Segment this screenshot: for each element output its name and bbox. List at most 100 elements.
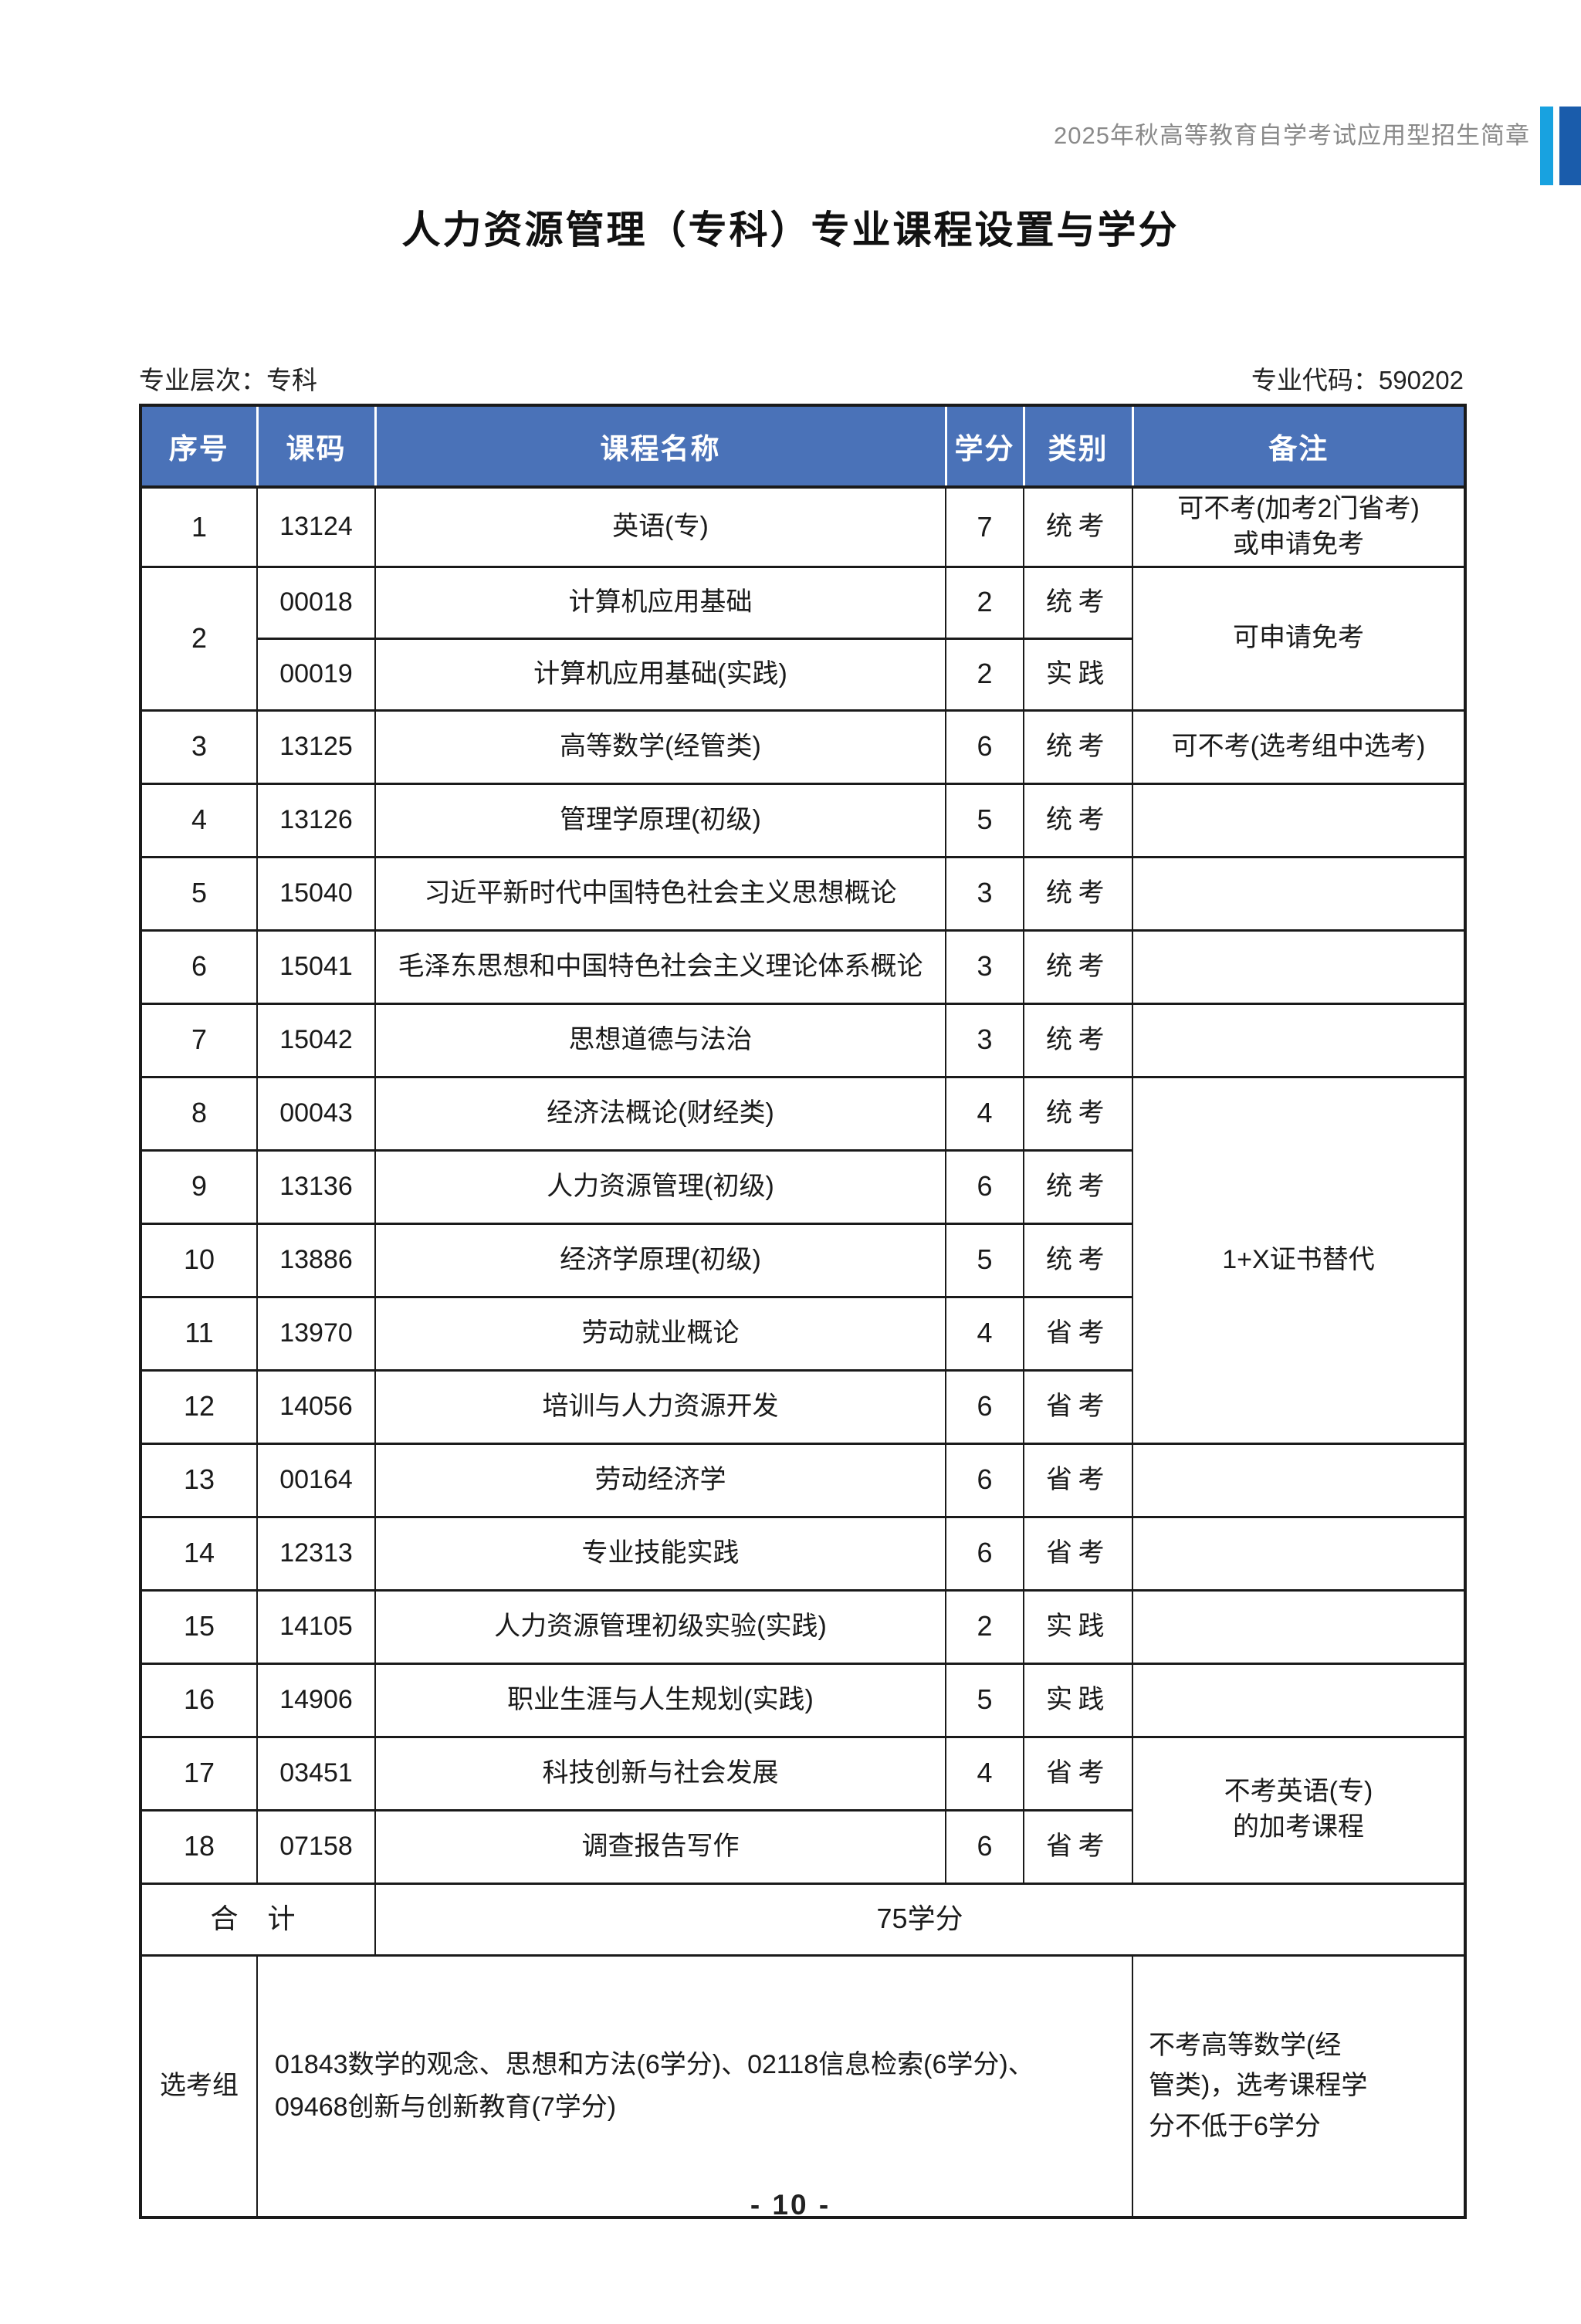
- type-cell: 实践: [1023, 1662, 1133, 1738]
- credits-cell: 5: [945, 1662, 1024, 1738]
- credits-cell: 3: [945, 1002, 1024, 1078]
- course-name-cell: 经济学原理(初级): [374, 1222, 946, 1298]
- course-credits-table: 序号 课码 课程名称 学分 类别 备注 1 13124 英语(专) 7 统考 可…: [139, 404, 1467, 2219]
- table-row: 10 13886 经济学原理(初级) 5 统考: [140, 1222, 1465, 1298]
- table-row: 6 15041 毛泽东思想和中国特色社会主义理论体系概论 3 统考: [140, 929, 1466, 1005]
- remark-cell: [1132, 782, 1466, 858]
- table-meta-row: 专业层次：专科 专业代码：590202: [139, 360, 1464, 397]
- course-name-cell: 毛泽东思想和中国特色社会主义理论体系概论: [374, 929, 946, 1005]
- table-row: 2 00018 计算机应用基础 2 统考 可申请免考: [140, 565, 1466, 712]
- seq-cell: 9: [140, 1148, 258, 1225]
- table-row: 11 13970 劳动就业概论 4 省考: [140, 1295, 1465, 1372]
- column-header-type: 类别: [1022, 404, 1134, 489]
- code-cell: 13136: [256, 1148, 376, 1225]
- table-row: 16 14906 职业生涯与人生规划(实践) 5 实践: [140, 1662, 1466, 1738]
- page-title: 人力资源管理（专科）专业课程设置与学分: [401, 208, 1180, 252]
- code-cell: 14105: [256, 1588, 376, 1665]
- code-cell: 14906: [256, 1662, 376, 1738]
- credits-cell: 6: [945, 1515, 1024, 1592]
- course-name-cell: 劳动就业概论: [374, 1295, 946, 1372]
- column-header-code: 课码: [256, 404, 377, 489]
- seq-cell: 6: [140, 929, 258, 1005]
- type-cell: 省考: [1023, 1368, 1133, 1445]
- seq-cell: 15: [140, 1588, 258, 1665]
- credits-cell: 6: [945, 1148, 1024, 1225]
- header-accent-bars: [1540, 107, 1581, 185]
- seq-cell: 18: [140, 1808, 258, 1885]
- credits-cell: 6: [945, 1442, 1024, 1518]
- table-row: 18 07158 调查报告写作 6 省考: [140, 1808, 1465, 1885]
- type-cell: 统考: [1023, 709, 1133, 785]
- type-cell: 省考: [1023, 1808, 1133, 1885]
- course-name-cell: 计算机应用基础(实践): [374, 637, 946, 712]
- credits-cell: 6: [945, 709, 1024, 785]
- column-header-credits: 学分: [944, 404, 1025, 489]
- credits-cell: 6: [945, 1368, 1024, 1445]
- column-header-seq: 序号: [139, 404, 259, 489]
- column-header-name: 课程名称: [374, 404, 947, 489]
- type-cell: 统考: [1023, 1075, 1133, 1152]
- seq-cell: 8: [140, 1075, 258, 1152]
- table-row: 9 13136 人力资源管理(初级) 6 统考: [140, 1148, 1465, 1225]
- credits-cell: 6: [945, 1808, 1024, 1885]
- seq-cell: 5: [140, 855, 258, 932]
- column-header-remark: 备注: [1131, 404, 1467, 489]
- credits-cell: 3: [945, 929, 1024, 1005]
- seq-cell: 17: [140, 1735, 258, 1812]
- credits-cell: 5: [945, 1222, 1024, 1298]
- remark-cell: [1132, 1515, 1466, 1592]
- credits-cell: 2: [945, 637, 1024, 712]
- remark-cell: [1132, 855, 1466, 932]
- credits-cell: 3: [945, 855, 1024, 932]
- seq-cell: 12: [140, 1368, 258, 1445]
- type-cell: 统考: [1023, 485, 1133, 568]
- type-cell: 省考: [1023, 1735, 1133, 1812]
- table-header-row: 序号 课码 课程名称 学分 类别 备注: [139, 404, 1467, 489]
- seq-cell: 1: [140, 485, 258, 568]
- remark-cell: 1+X证书替代: [1132, 1075, 1466, 1445]
- remark-cell: [1132, 1442, 1466, 1518]
- type-cell: 统考: [1023, 855, 1133, 932]
- type-cell: 统考: [1023, 1002, 1133, 1078]
- course-name-cell: 计算机应用基础: [374, 565, 946, 640]
- course-name-cell: 科技创新与社会发展: [374, 1735, 946, 1812]
- credits-cell: 2: [945, 565, 1024, 640]
- course-name-cell: 职业生涯与人生规划(实践): [374, 1662, 946, 1738]
- course-name-cell: 劳动经济学: [374, 1442, 946, 1518]
- type-cell: 统考: [1023, 565, 1133, 640]
- code-cell: 00019: [256, 637, 376, 712]
- code-cell: 14056: [256, 1368, 376, 1445]
- seq-cell: 10: [140, 1222, 258, 1298]
- code-cell: 15040: [256, 855, 376, 932]
- code-cell: 13886: [256, 1222, 376, 1298]
- remark-cell: 可不考(选考组中选考): [1132, 709, 1466, 785]
- table-row: 3 13125 高等数学(经管类) 6 统考 可不考(选考组中选考): [140, 709, 1466, 785]
- seq-cell: 14: [140, 1515, 258, 1592]
- table-row: 17 03451 科技创新与社会发展 4 省考 不考英语(专) 的加考课程: [140, 1735, 1466, 1885]
- course-name-cell: 习近平新时代中国特色社会主义思想概论: [374, 855, 946, 932]
- elective-remark-cell: 不考高等数学(经 管类)，选考课程学 分不低于6学分: [1132, 1954, 1466, 2219]
- table-row: 7 15042 思想道德与法治 3 统考: [140, 1002, 1466, 1078]
- seq-cell: 13: [140, 1442, 258, 1518]
- credits-cell: 7: [945, 485, 1024, 568]
- remark-cell: [1132, 929, 1466, 1005]
- credits-cell: 2: [945, 1588, 1024, 1665]
- summary-row: 合 计 75学分: [140, 1882, 1466, 1957]
- elective-group-row: 选考组 01843数学的观念、思想和方法(6学分)、02118信息检索(6学分)…: [140, 1954, 1466, 2219]
- page-header-text: 2025年秋高等教育自学考试应用型招生简章: [1054, 122, 1530, 149]
- type-cell: 统考: [1023, 782, 1133, 858]
- course-name-cell: 高等数学(经管类): [374, 709, 946, 785]
- code-cell: 13126: [256, 782, 376, 858]
- table-row: 8 00043 经济法概论(财经类) 4 统考 1+X证书替代: [140, 1075, 1466, 1445]
- type-cell: 统考: [1023, 1148, 1133, 1225]
- total-label-cell: 合 计: [140, 1882, 376, 1957]
- credits-cell: 4: [945, 1075, 1024, 1152]
- seq-cell: 16: [140, 1662, 258, 1738]
- course-name-cell: 人力资源管理初级实验(实践): [374, 1588, 946, 1665]
- code-cell: 07158: [256, 1808, 376, 1885]
- type-cell: 省考: [1023, 1515, 1133, 1592]
- table-row: 1 13124 英语(专) 7 统考 可不考(加考2门省考) 或申请免考: [140, 485, 1466, 568]
- table-row: 12 14056 培训与人力资源开发 6 省考: [140, 1368, 1465, 1445]
- remark-cell: [1132, 1588, 1466, 1665]
- seq-cell: 3: [140, 709, 258, 785]
